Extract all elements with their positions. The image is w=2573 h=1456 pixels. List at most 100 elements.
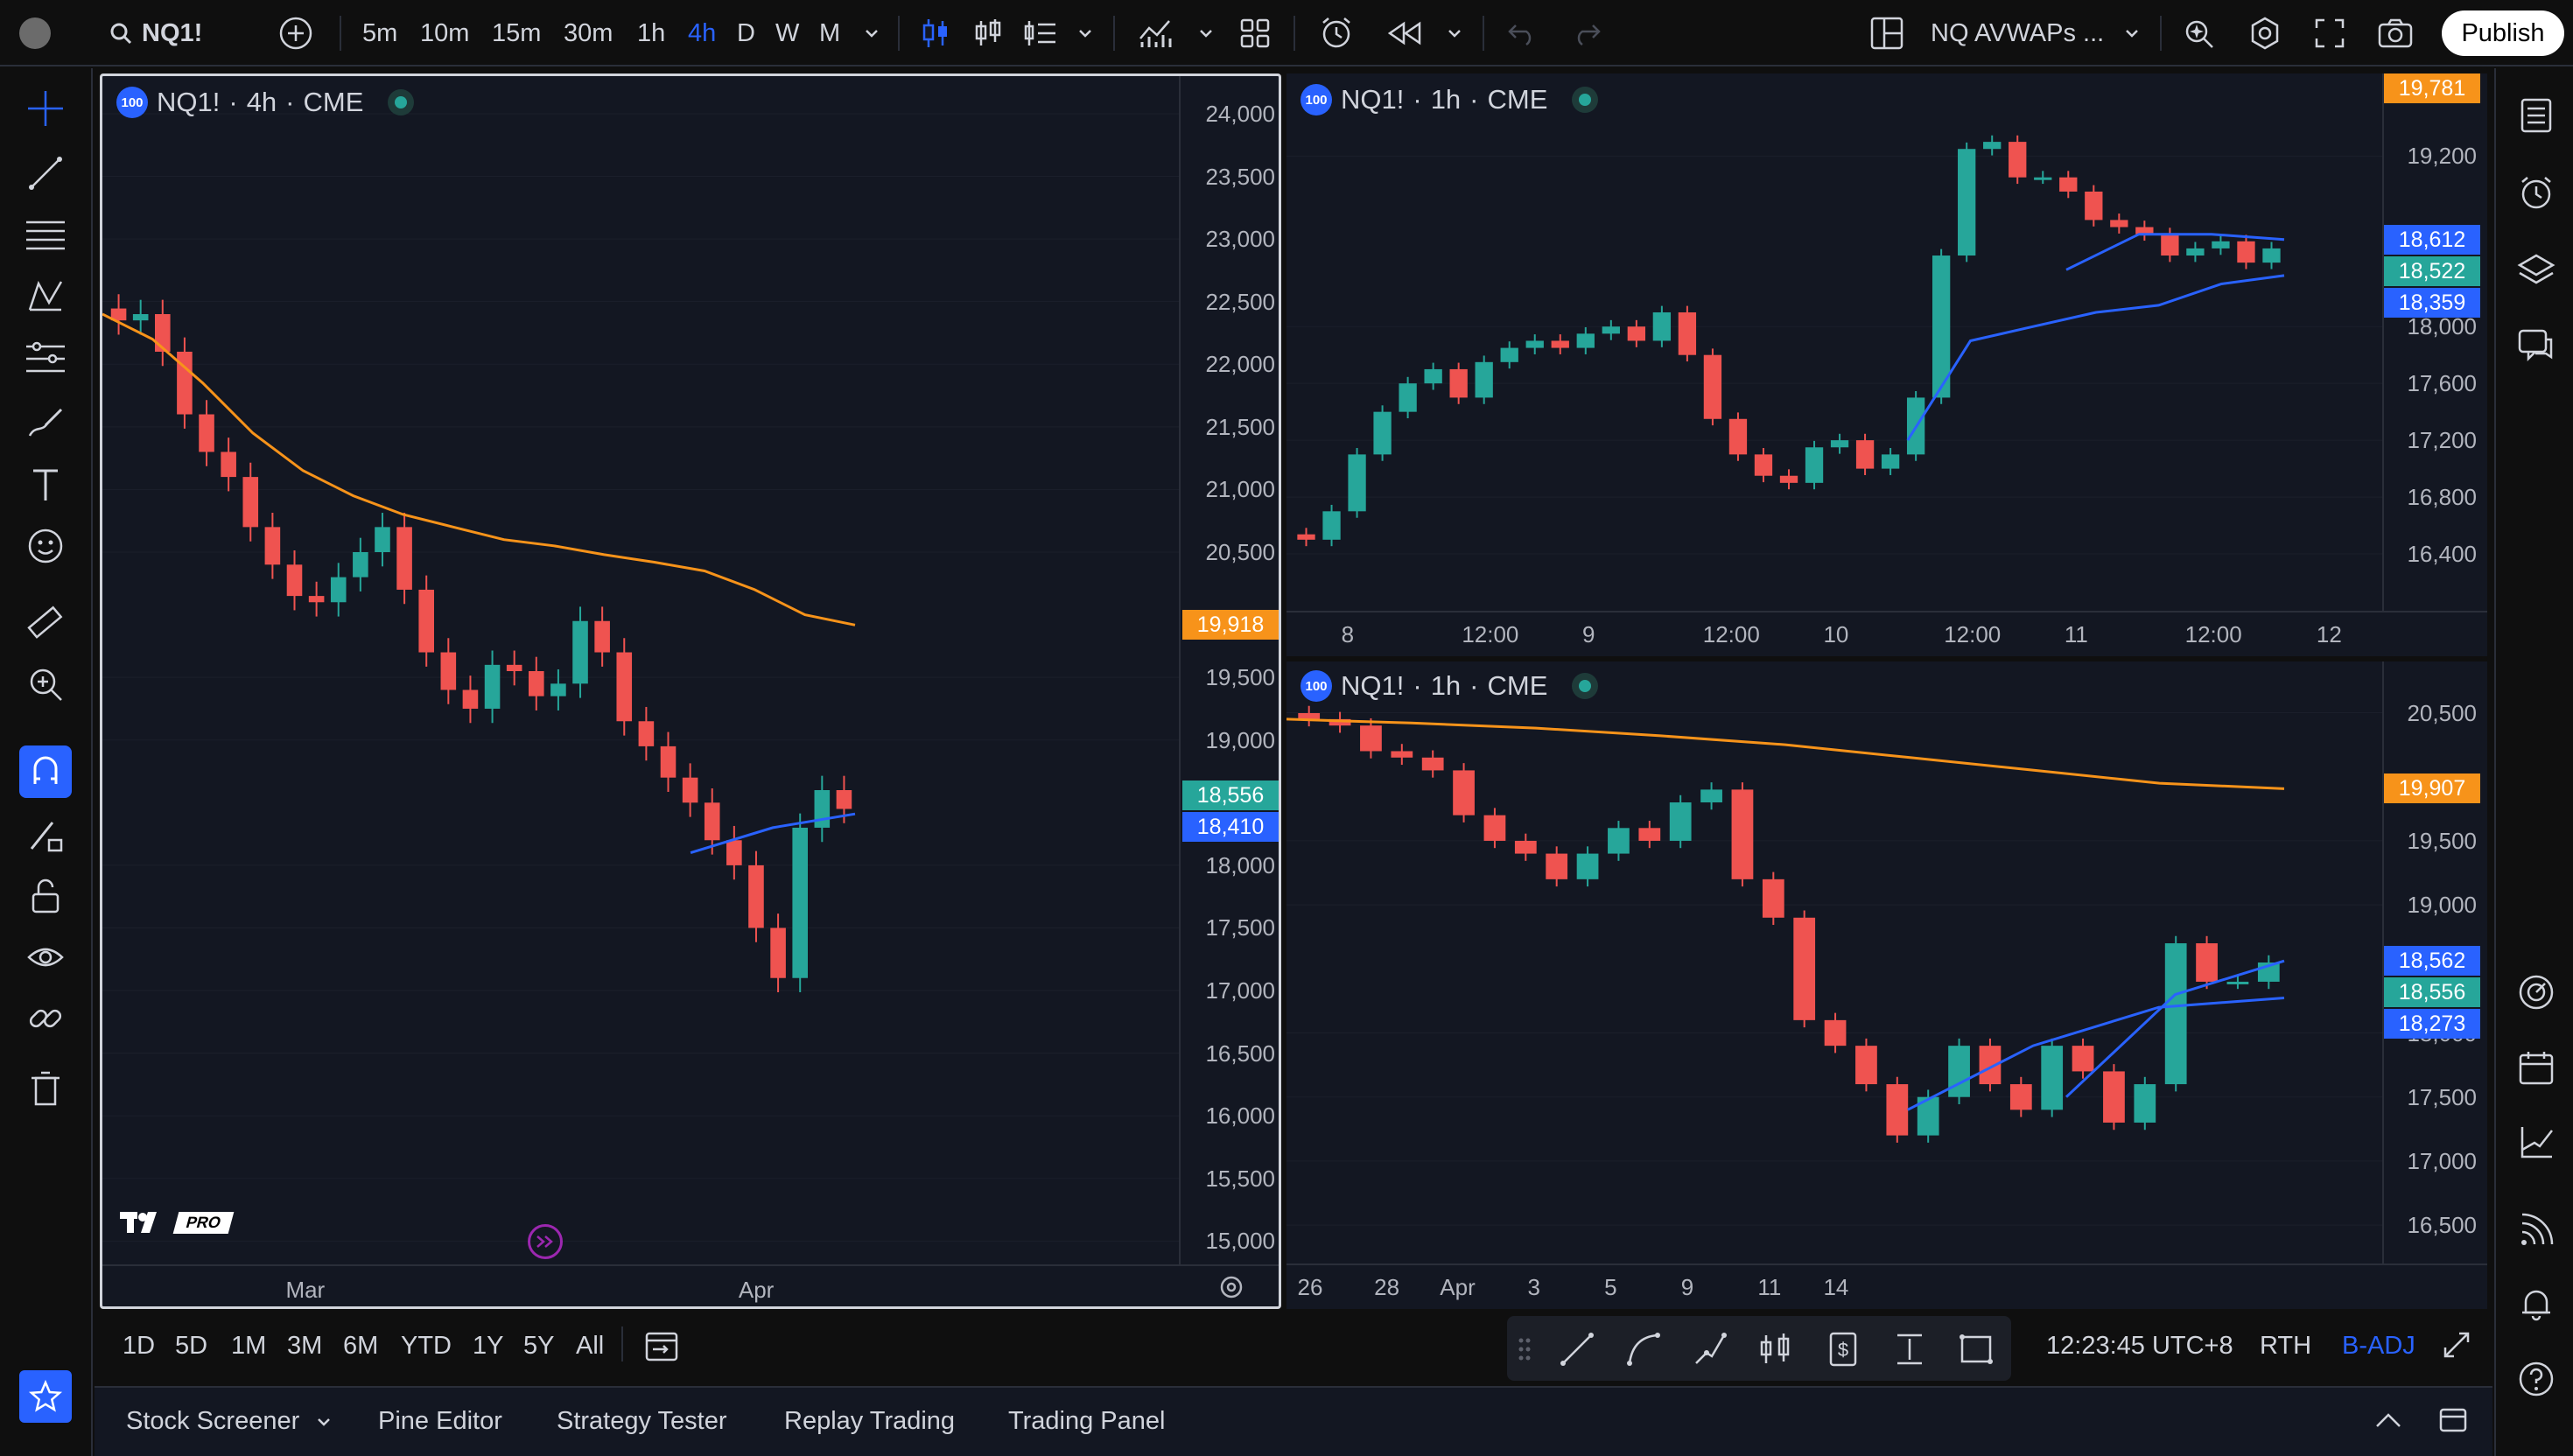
chart-pane-1h-bottom[interactable]: 100 NQ1!· 1h· CME 20,50019,50019,00018,0… — [1286, 662, 2487, 1309]
brush-tool[interactable] — [19, 396, 72, 448]
layout-button[interactable] — [1869, 0, 1904, 66]
tab-pine-editor[interactable]: Pine Editor — [378, 1407, 502, 1436]
measure-tool[interactable] — [19, 597, 72, 649]
emoji-tool[interactable] — [19, 520, 72, 572]
chart-pane-4h[interactable]: 100 NQ1! · 4h · CME 24,000 23,500 23,000 22,5… — [100, 74, 1281, 1309]
series-legend[interactable]: 100 NQ1! · 1h · CME — [1301, 670, 1592, 702]
layout-dropdown[interactable] — [2123, 0, 2141, 66]
range-1d[interactable]: 1D — [123, 1332, 155, 1361]
tab-trading-panel[interactable]: Trading Panel — [1008, 1407, 1165, 1436]
alerts-button[interactable] — [2512, 168, 2561, 217]
interval-30m[interactable]: 30m — [564, 0, 613, 66]
price-note-icon[interactable]: $ — [1824, 1330, 1862, 1368]
path-tool-icon[interactable] — [1691, 1330, 1729, 1368]
interval-4h[interactable]: 4h — [688, 0, 716, 66]
price-chart[interactable] — [102, 76, 1181, 1266]
remove-drawings-tool[interactable] — [19, 1062, 72, 1115]
goto-date-button[interactable] — [644, 1328, 679, 1363]
streams-button[interactable] — [2512, 1206, 2561, 1255]
tab-stock-screener[interactable]: Stock Screener — [126, 1407, 333, 1436]
range-6m[interactable]: 6M — [343, 1332, 378, 1361]
text-tool[interactable] — [19, 458, 72, 511]
forecast-tool[interactable] — [19, 332, 72, 385]
lock-drawings-tool[interactable] — [19, 870, 72, 922]
adjustment-toggle[interactable]: B-ADJ — [2342, 1332, 2415, 1361]
user-avatar[interactable] — [19, 0, 51, 66]
data-window-button[interactable] — [2512, 1118, 2561, 1167]
alert-button[interactable] — [1318, 0, 1355, 66]
crosshair-tool[interactable] — [19, 82, 72, 135]
chart-settings-button[interactable] — [1217, 1273, 1245, 1301]
help-button[interactable] — [2512, 1354, 2561, 1404]
compare-add-button[interactable] — [278, 0, 313, 66]
redo-button[interactable] — [1572, 0, 1602, 66]
line-tool-icon[interactable] — [1558, 1330, 1596, 1368]
session-toggle[interactable]: RTH — [2260, 1332, 2311, 1361]
curve-tool-icon[interactable] — [1624, 1330, 1663, 1368]
trend-line-tool[interactable] — [19, 147, 72, 200]
undo-button[interactable] — [1507, 0, 1537, 66]
interval-5m[interactable]: 5m — [362, 0, 397, 66]
object-tree-button[interactable] — [2512, 247, 2561, 296]
rectangle-tool-icon[interactable] — [1957, 1330, 1995, 1368]
zoom-tool[interactable] — [19, 658, 72, 710]
ideas-button[interactable] — [2512, 968, 2561, 1017]
interval-1h[interactable]: 1h — [637, 0, 665, 66]
tab-replay-trading[interactable]: Replay Trading — [784, 1407, 955, 1436]
candle-pattern-icon[interactable] — [1757, 1330, 1796, 1368]
magnet-tool[interactable] — [19, 746, 72, 798]
price-range-icon[interactable] — [1890, 1330, 1929, 1368]
hide-drawings-tool[interactable] — [19, 931, 72, 984]
symbol-search[interactable]: NQ1! — [109, 0, 202, 66]
chart-type-dropdown[interactable] — [1076, 0, 1094, 66]
layout-name[interactable]: NQ AVWAPs ... — [1931, 0, 2104, 66]
snapshot-button[interactable] — [2377, 0, 2414, 66]
range-3m[interactable]: 3M — [287, 1332, 322, 1361]
interval-15m[interactable]: 15m — [492, 0, 541, 66]
favorites-button[interactable] — [19, 1370, 72, 1423]
bars-chart-type-button[interactable] — [973, 0, 1003, 66]
indicator-chart-type-button[interactable] — [1024, 0, 1057, 66]
publish-button[interactable]: Publish — [2442, 0, 2564, 66]
sync-drawings-tool[interactable] — [19, 992, 72, 1045]
chart-pane-1h-top[interactable]: 100 NQ1! · 1h · CME 19,200 18,000 17,600 17,2… — [1286, 74, 2487, 656]
quick-search-button[interactable] — [2181, 0, 2216, 66]
indicators-button[interactable] — [1138, 0, 1173, 66]
fullscreen-button[interactable] — [2314, 0, 2345, 66]
range-5y[interactable]: 5Y — [523, 1332, 554, 1361]
interval-10m[interactable]: 10m — [420, 0, 469, 66]
interval-w[interactable]: W — [775, 0, 799, 66]
replay-button[interactable] — [1388, 0, 1423, 66]
candles-chart-type-button[interactable] — [921, 0, 950, 66]
calendar-button[interactable] — [2512, 1043, 2561, 1092]
tab-strategy-tester[interactable]: Strategy Tester — [557, 1407, 727, 1436]
pattern-tool[interactable] — [19, 270, 72, 322]
range-1m[interactable]: 1M — [231, 1332, 266, 1361]
interval-d[interactable]: D — [737, 0, 755, 66]
range-1y[interactable]: 1Y — [473, 1332, 503, 1361]
notifications-button[interactable] — [2512, 1279, 2561, 1328]
price-chart[interactable] — [1286, 74, 2382, 611]
collapse-panel-button[interactable] — [2373, 1407, 2403, 1433]
range-ytd[interactable]: YTD — [401, 1332, 452, 1361]
watchlist-button[interactable] — [2512, 91, 2561, 140]
series-legend[interactable]: 100 NQ1! · 4h · CME — [116, 87, 408, 118]
price-chart[interactable] — [1286, 662, 2382, 1264]
clock-readout[interactable]: 12:23:45 UTC+8 — [2046, 1332, 2233, 1361]
series-legend[interactable]: 100 NQ1! · 1h · CME — [1301, 84, 1592, 116]
panel-maximize-button[interactable] — [2438, 1405, 2468, 1435]
range-5d[interactable]: 5D — [175, 1332, 207, 1361]
fib-tool[interactable] — [19, 208, 72, 261]
maximize-chart-button[interactable] — [2442, 1330, 2471, 1360]
interval-m[interactable]: M — [819, 0, 840, 66]
chats-button[interactable] — [2512, 322, 2561, 371]
settings-button[interactable] — [2247, 0, 2282, 66]
scroll-to-realtime-button[interactable] — [528, 1224, 563, 1259]
stay-drawing-tool[interactable] — [19, 808, 72, 861]
interval-dropdown[interactable] — [863, 0, 880, 66]
indicators-dropdown[interactable] — [1197, 0, 1215, 66]
drag-handle-icon[interactable] — [1518, 1337, 1532, 1362]
templates-button[interactable] — [1239, 0, 1271, 66]
replay-dropdown[interactable] — [1446, 0, 1463, 66]
range-all[interactable]: All — [576, 1332, 604, 1361]
